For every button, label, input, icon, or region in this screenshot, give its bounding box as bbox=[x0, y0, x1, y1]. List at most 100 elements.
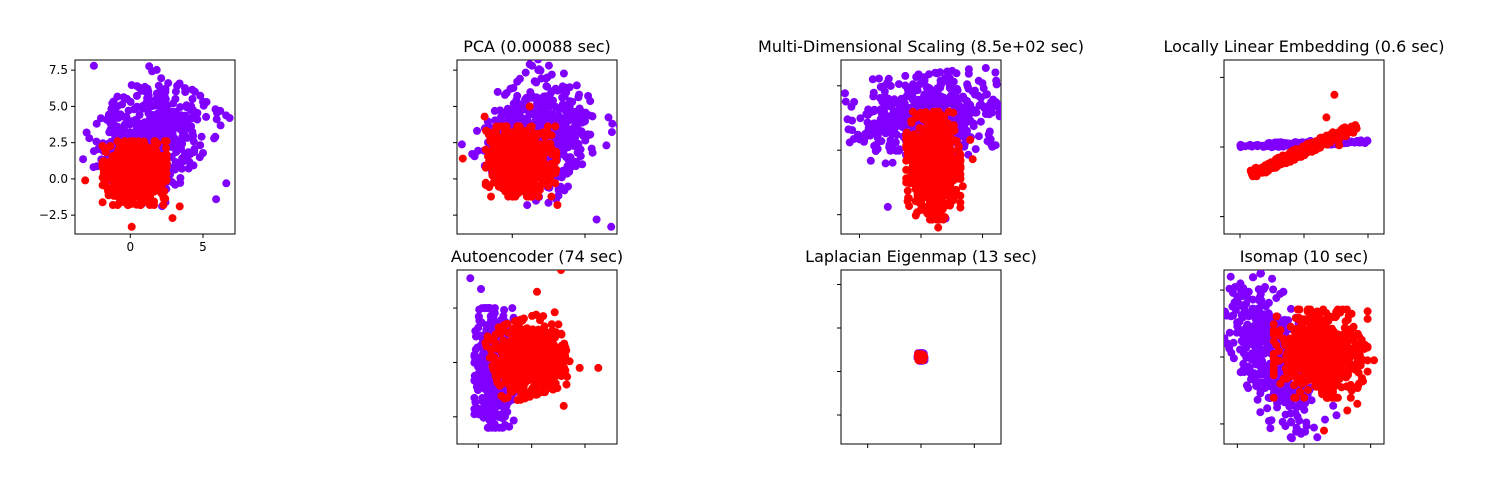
scatter-point bbox=[180, 116, 189, 125]
scatter-point bbox=[515, 110, 523, 119]
scatter-point bbox=[970, 86, 979, 95]
scatter-point bbox=[584, 92, 593, 100]
scatter-point bbox=[939, 93, 948, 102]
scatter-points bbox=[841, 64, 1001, 232]
scatter-point bbox=[551, 113, 560, 122]
scatter-point bbox=[564, 182, 572, 191]
scatter-point bbox=[995, 112, 1001, 121]
series-class-b bbox=[81, 137, 184, 231]
scatter-point bbox=[535, 65, 544, 74]
series-class-b bbox=[1246, 90, 1361, 181]
scatter-point bbox=[934, 223, 943, 232]
scatter-point bbox=[493, 87, 502, 96]
scatter-points bbox=[1236, 90, 1372, 181]
scatter-point bbox=[92, 137, 101, 146]
scatter-point bbox=[938, 197, 947, 206]
scatter-point bbox=[149, 144, 158, 152]
scatter-point bbox=[916, 158, 925, 167]
scatter-point bbox=[991, 68, 1000, 77]
scatter-point bbox=[510, 105, 519, 114]
scatter-point bbox=[565, 167, 574, 176]
scatter-point bbox=[160, 137, 169, 146]
scatter-point bbox=[89, 163, 98, 172]
scatter-point bbox=[98, 142, 107, 150]
scatter-point bbox=[988, 108, 996, 117]
scatter-point bbox=[1279, 139, 1288, 148]
scatter-point bbox=[537, 74, 546, 83]
scatter-point bbox=[145, 62, 154, 71]
scatter-point bbox=[875, 74, 883, 83]
scatter-point bbox=[894, 116, 903, 125]
scatter-point bbox=[188, 127, 197, 136]
scatter-point bbox=[1280, 155, 1289, 164]
scatter-point bbox=[856, 114, 865, 123]
scatter-point bbox=[546, 90, 555, 99]
scatter-point bbox=[931, 68, 940, 77]
scatter-point bbox=[608, 119, 617, 128]
scatter-point bbox=[1248, 172, 1257, 181]
scatter-point bbox=[89, 147, 98, 156]
scatter-point bbox=[1273, 162, 1281, 171]
scatter-point bbox=[197, 132, 206, 141]
scatter-point bbox=[931, 160, 940, 169]
scatter-point bbox=[470, 152, 479, 161]
scatter-point bbox=[1310, 141, 1319, 150]
scatter-point bbox=[866, 156, 875, 165]
subplot-mds: Multi-Dimensional Scaling (8.5e+02 sec) bbox=[758, 37, 1084, 238]
scatter-point bbox=[1241, 142, 1250, 151]
scatter-point bbox=[924, 204, 933, 213]
scatter-point bbox=[894, 80, 903, 89]
scatter-point bbox=[107, 104, 116, 113]
scatter-point bbox=[949, 136, 958, 144]
scatter-point bbox=[497, 143, 506, 151]
scatter-point bbox=[544, 198, 553, 207]
scatter-point bbox=[553, 201, 562, 209]
scatter-point bbox=[1335, 141, 1344, 150]
subplot-title: Multi-Dimensional Scaling (8.5e+02 sec) bbox=[758, 37, 1084, 56]
scatter-point bbox=[581, 136, 590, 145]
scatter-point bbox=[551, 179, 560, 188]
scatter-point bbox=[841, 97, 850, 106]
scatter-point bbox=[848, 116, 857, 125]
scatter-point bbox=[143, 173, 152, 182]
scatter-point bbox=[188, 85, 197, 94]
scatter-point bbox=[525, 60, 534, 69]
scatter-point bbox=[490, 106, 499, 115]
scatter-point bbox=[512, 142, 521, 151]
scatter-point bbox=[157, 74, 166, 83]
scatter-point bbox=[543, 110, 552, 119]
scatter-point bbox=[526, 88, 535, 97]
scatter-point bbox=[79, 155, 88, 164]
scatter-point bbox=[106, 166, 115, 175]
scatter-point bbox=[915, 96, 924, 105]
scatter-point bbox=[912, 73, 921, 81]
scatter-point bbox=[572, 81, 581, 90]
scatter-point bbox=[604, 113, 613, 122]
scatter-point bbox=[913, 208, 922, 217]
scatter-point bbox=[484, 128, 493, 137]
scatter-point bbox=[876, 115, 885, 124]
scatter-point bbox=[1328, 129, 1337, 138]
scatter-point bbox=[89, 61, 98, 70]
scatter-point bbox=[501, 122, 509, 131]
scatter-point bbox=[841, 89, 849, 98]
scatter-point bbox=[575, 90, 584, 99]
scatter-point bbox=[963, 126, 971, 135]
scatter-point bbox=[159, 201, 168, 209]
scatter-point bbox=[1323, 136, 1332, 145]
scatter-point bbox=[1330, 90, 1339, 99]
scatter-point bbox=[222, 111, 231, 120]
scatter-point bbox=[177, 144, 186, 153]
series-class-b bbox=[458, 102, 562, 209]
x-tick-label: 0 bbox=[126, 240, 134, 254]
scatter-point bbox=[954, 147, 963, 156]
scatter-point bbox=[855, 135, 864, 144]
scatter-point bbox=[871, 147, 880, 155]
scatter-point bbox=[927, 122, 936, 131]
scatter-point bbox=[566, 156, 575, 165]
scatter-point bbox=[457, 140, 466, 149]
scatter-point bbox=[866, 131, 875, 140]
scatter-point bbox=[497, 112, 506, 121]
scatter-point bbox=[487, 192, 495, 201]
